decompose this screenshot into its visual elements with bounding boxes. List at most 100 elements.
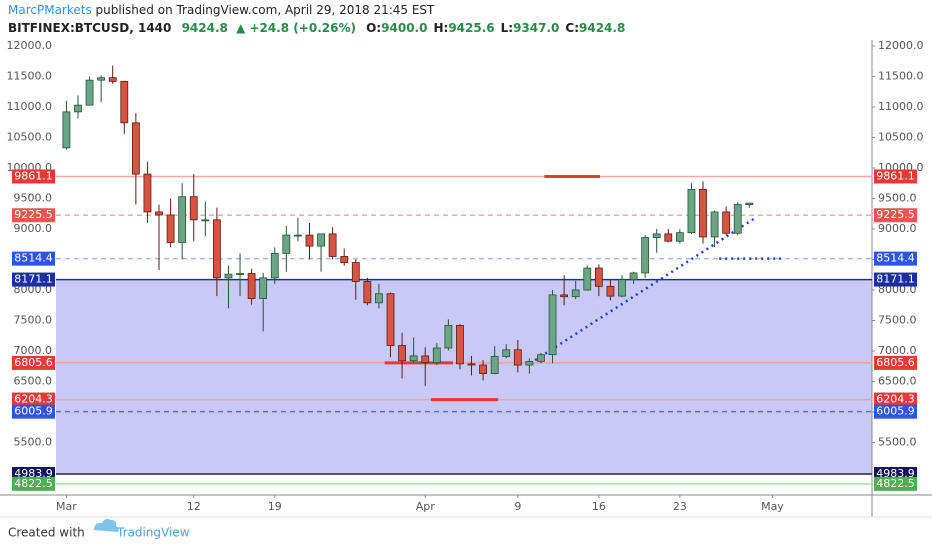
y-tick-label: 10500.0 [878,130,924,143]
candle-body [618,279,626,297]
candle-body [85,79,94,106]
level-label-box [874,208,917,223]
candle-body [513,349,522,366]
level-label-box [874,251,917,266]
candle-body [710,211,719,238]
candle-body [143,173,152,213]
y-tick-label: 12000.0 [7,39,53,52]
candle-body [733,204,742,234]
candle-body [236,273,244,275]
level-label-box [12,404,55,419]
footer-brand[interactable]: TradingView [116,526,190,540]
author[interactable]: MarcPMarkets [8,3,92,17]
y-tick-label: 11000.0 [878,100,924,113]
y-tick-label: 9000.0 [14,222,53,235]
y-tick-label: 11500.0 [7,69,53,82]
y-tick-label: 6500.0 [14,375,53,388]
ohlc-key: H: [433,21,449,35]
candle-body [641,237,650,274]
level-label: 4983.9 [876,467,915,480]
level-label: 9861.1 [876,169,915,182]
candle-body [537,354,545,362]
level-label-box [874,355,917,370]
level-label: 9861.1 [14,169,53,182]
level-label: 9225.5 [14,208,53,221]
last-price: 9424.8 [181,21,228,35]
candle-body [525,360,534,366]
candle-body [467,363,476,366]
level-label: 8514.4 [876,252,915,265]
level-label-box [12,392,55,407]
candle-body [351,262,360,282]
y-tick-label: 12000.0 [878,39,924,52]
level-label: 6805.6 [876,356,915,369]
candle-body [155,211,163,216]
level-label-box [12,251,55,266]
candle-body [456,324,464,365]
ohlc-value: 9425.6 [448,21,495,35]
level-label-box [874,404,917,419]
level-label: 6204.3 [876,393,915,406]
level-label: 4822.5 [14,477,53,490]
candle-body [502,349,511,357]
candle-body [282,234,291,254]
level-label: 6805.6 [14,356,53,369]
x-tick-label: 16 [592,500,606,513]
y-tick-label: 11500.0 [878,69,924,82]
symbol-line: BITFINEX:BTCUSD, 1440 9424.8 ▲ +24.8 (+0… [8,21,625,35]
trendline [534,216,756,362]
ohlc-key: O: [366,21,382,35]
candle-body [259,277,268,299]
level-label: 8171.1 [876,273,915,286]
y-tick-label: 11000.0 [7,100,53,113]
candle-body [62,111,71,149]
ohlc-key: L: [500,21,514,35]
y-tick-label: 9500.0 [878,191,917,204]
candle-body [432,347,441,364]
candle-body [189,196,198,221]
y-tick-label: 5500.0 [14,436,53,449]
level-label: 8514.4 [14,252,53,265]
candle-body [409,355,418,362]
level-label: 4822.5 [876,477,915,490]
candle-body [745,202,754,206]
candle-body [131,122,140,175]
candle-body [594,267,603,287]
candle-body [363,281,372,304]
candle-body [166,214,175,243]
candle-body [201,219,210,222]
ohlc-value: 9424.8 [579,21,626,35]
level-label: 6005.9 [876,405,915,418]
ohlc: O:9400.0 H:9425.6 L:9347.0 C:9424.8 [360,21,625,35]
candle-body [421,355,430,364]
level-label-box [874,476,917,491]
candle-body [340,256,349,263]
publish-line: MarcPMarkets published on TradingView.co… [8,3,434,17]
x-tick-label: Mar [56,500,77,513]
candle-body [398,345,406,362]
level-label: 4983.9 [14,467,53,480]
candle-body [120,80,129,124]
candle-body [108,77,117,82]
candle-body [583,267,592,291]
candle-body [317,233,325,247]
level-label-box [12,272,55,287]
footer-created: Created with [8,526,85,540]
level-label-box [874,272,917,287]
y-tick-label: 7000.0 [14,344,53,357]
zone [56,279,872,475]
x-tick-label: May [761,500,784,513]
y-tick-label: 5500.0 [878,436,917,449]
level-label-box [12,476,55,491]
y-tick-label: 7500.0 [14,314,53,327]
change: ▲ +24.8 (+0.26%) [236,21,356,35]
candle-body [328,233,337,257]
ohlc-value: 9400.0 [381,21,428,35]
candle-body [571,289,580,298]
level-label: 9225.5 [876,208,915,221]
candle-body [699,188,707,238]
candle-body [247,273,256,299]
level-label-box [12,169,55,184]
